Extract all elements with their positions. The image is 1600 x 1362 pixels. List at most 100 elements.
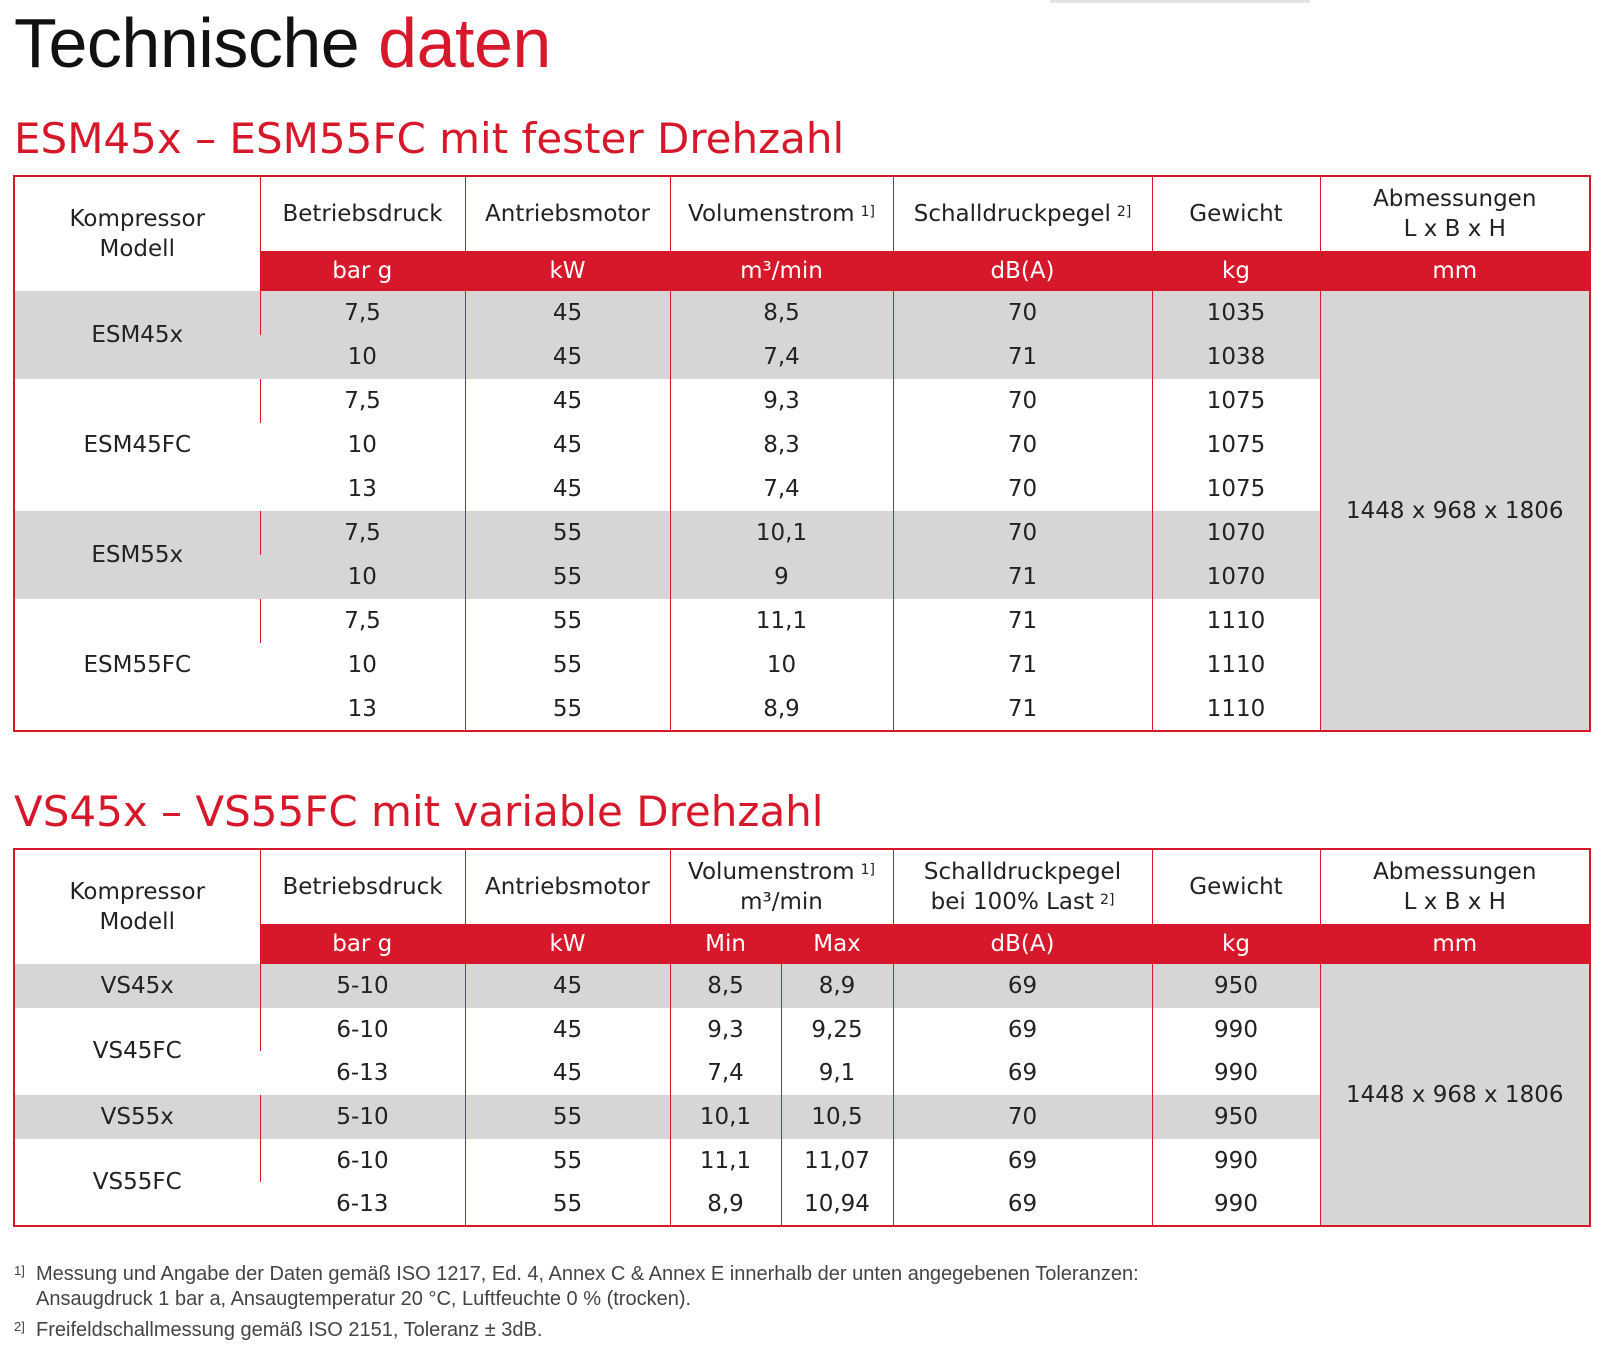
- motor-cell: 45: [464, 1007, 670, 1052]
- noise-cell: 71: [892, 643, 1152, 687]
- pressure-cell: 7,5: [259, 511, 465, 555]
- unit-dims: mm: [1319, 924, 1590, 964]
- pressure-cell: 6-13: [260, 1051, 465, 1096]
- unit-flow-max: Max: [780, 924, 893, 964]
- pressure-cell: 10: [260, 335, 465, 379]
- unit-motor: kW: [464, 251, 670, 291]
- table-row: ESM45FC 7,5 45 9,3 70 1075: [14, 379, 1590, 511]
- flow-cell: 10,1: [669, 511, 893, 555]
- motor-cell: 45: [464, 291, 670, 335]
- unit-dims: mm: [1319, 251, 1590, 291]
- weight-cell: 990: [1151, 1007, 1320, 1052]
- page-title-part1: Technische: [14, 4, 360, 82]
- flow-cell: 8,3: [669, 423, 893, 467]
- header-weight: Gewicht: [1151, 176, 1320, 251]
- header-model: Kompressor Modell: [14, 176, 260, 291]
- weight-cell: 1070: [1151, 511, 1320, 555]
- pressure-cell: 10: [260, 643, 465, 687]
- model-cell: ESM45x: [14, 291, 260, 379]
- motor-cell: 55: [464, 643, 670, 687]
- noise-cell: 69: [892, 1138, 1152, 1183]
- max-cell: 9,1: [780, 1051, 893, 1096]
- unit-weight: kg: [1151, 251, 1320, 291]
- noise-cell: 70: [892, 511, 1152, 555]
- pressure-cell: 5-10: [259, 964, 465, 1008]
- table-row: VS45x 5-10 45 8,5 8,9 69 950 1448 x 968 x 1806: [14, 964, 1590, 1227]
- min-cell: 7,4: [669, 1051, 781, 1096]
- noise-cell: 70: [892, 423, 1152, 467]
- weight-cell: 1035: [1151, 291, 1320, 335]
- table-row: ESM55x 7,5 55 10,1 70 1070: [14, 511, 1590, 599]
- unit-noise: dB(A): [892, 924, 1152, 964]
- unit-pressure: bar g: [260, 924, 465, 964]
- header-noise: Schalldruckpegel 2]: [892, 176, 1152, 251]
- noise-cell: 69: [892, 1051, 1152, 1096]
- weight-cell: 1070: [1151, 555, 1320, 599]
- pressure-cell: 6-13: [260, 1182, 465, 1227]
- flow-cell: 9,3: [669, 379, 893, 423]
- footnote-2: 2] Freifeldschallmessung gemäß ISO 2151,…: [14, 1319, 543, 1341]
- table-row: VS45FC 6-10 45 9,3 9,25 69 990: [14, 1007, 1590, 1096]
- motor-cell: 45: [464, 964, 670, 1008]
- weight-cell: 1110: [1151, 643, 1320, 687]
- motor-cell: 55: [464, 687, 670, 731]
- weight-cell: 1075: [1151, 379, 1320, 423]
- weight-cell: 1075: [1151, 467, 1320, 511]
- table-row: 10 45 7,4 71 1038: [14, 335, 1590, 379]
- page-title-part2: daten: [378, 4, 551, 82]
- table-row: VS55x 5-10 55 10,1 10,5 70 950: [14, 1095, 1590, 1139]
- motor-cell: 55: [464, 555, 670, 599]
- pressure-cell: 10: [260, 423, 465, 467]
- table-row: 6-13 45 7,4 9,1 69 990: [14, 1051, 1590, 1096]
- max-cell: 8,9: [780, 964, 893, 1008]
- pressure-cell: 13: [260, 687, 465, 731]
- model-cell: ESM55FC: [14, 599, 260, 731]
- table-row: ESM45x 7,5 45 8,5 70 1035 1448 x 968 x 1806: [14, 291, 1590, 731]
- flow-cell: 8,9: [669, 687, 893, 731]
- weight-cell: 990: [1151, 1138, 1320, 1183]
- max-cell: 9,25: [780, 1007, 893, 1052]
- noise-cell: 70: [892, 1095, 1152, 1139]
- noise-cell: 70: [892, 379, 1152, 423]
- model-cell: ESM55x: [14, 511, 260, 599]
- model-cell: VS45FC: [14, 1007, 260, 1096]
- unit-flow-min: Min: [669, 924, 781, 964]
- max-cell: 10,5: [780, 1095, 893, 1139]
- header-weight: Gewicht: [1151, 849, 1320, 924]
- motor-cell: 45: [464, 1051, 670, 1096]
- pressure-cell: 5-10: [259, 1095, 465, 1139]
- header-dims: Abmessungen L x B x H: [1319, 176, 1590, 251]
- weight-cell: 950: [1151, 1095, 1320, 1139]
- table-row: VS55FC 6-10 55 11,1 11,07 69 990: [14, 1138, 1590, 1227]
- noise-cell: 69: [892, 964, 1152, 1008]
- top-decor-line: [1050, 0, 1310, 3]
- max-cell: 11,07: [780, 1138, 893, 1183]
- header-motor: Antriebsmotor: [464, 849, 670, 924]
- pressure-cell: 6-10: [259, 1007, 465, 1052]
- motor-cell: 55: [464, 599, 670, 643]
- pressure-cell: 10: [260, 555, 465, 599]
- noise-cell: 71: [892, 599, 1152, 643]
- header-pressure: Betriebsdruck: [259, 849, 465, 924]
- table-row: 10 45 8,3 70 1075: [14, 423, 1590, 467]
- model-cell: VS45x: [14, 964, 260, 1008]
- motor-cell: 55: [464, 1138, 670, 1183]
- unit-noise: dB(A): [892, 251, 1152, 291]
- unit-weight: kg: [1151, 924, 1320, 964]
- weight-cell: 1110: [1151, 687, 1320, 731]
- header-flow: Volumenstrom 1] m³/min: [669, 849, 893, 924]
- header-dims: Abmessungen L x B x H: [1319, 849, 1590, 924]
- header-flow: Volumenstrom 1]: [669, 176, 893, 251]
- table-row: ESM55FC 7,5 55 11,1 71 1110: [14, 599, 1590, 731]
- noise-cell: 71: [892, 335, 1152, 379]
- page-title: Technische daten: [14, 0, 551, 88]
- model-cell: VS55FC: [14, 1138, 260, 1227]
- noise-cell: 71: [892, 687, 1152, 731]
- pressure-cell: 7,5: [259, 599, 465, 643]
- header-pressure: Betriebsdruck: [259, 176, 465, 251]
- table-row: 13 55 8,9 71 1110: [14, 687, 1590, 731]
- table-row: 10 55 10 71 1110: [14, 643, 1590, 687]
- motor-cell: 45: [464, 379, 670, 423]
- noise-cell: 70: [892, 291, 1152, 335]
- dims-cell: 1448 x 968 x 1806: [1319, 964, 1590, 1227]
